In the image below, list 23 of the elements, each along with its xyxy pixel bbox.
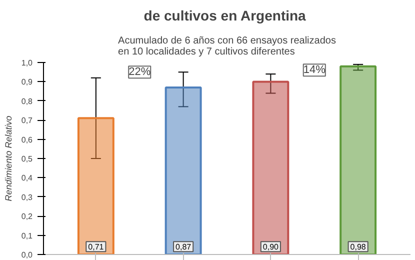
bar xyxy=(252,80,290,254)
y-tick-label: 0,8 xyxy=(21,96,34,106)
y-tick-label: 0,9 xyxy=(21,78,34,87)
bar xyxy=(340,65,377,254)
y-tick-label: 0,4 xyxy=(21,174,34,183)
y-tick-label: 0,5 xyxy=(21,154,34,164)
chart-title: de cultivos en Argentina xyxy=(144,8,306,24)
data-label: 0,71 xyxy=(88,242,104,252)
data-label: 0,87 xyxy=(176,242,192,252)
data-label: 0,98 xyxy=(350,242,366,252)
y-tick-label: 0,6 xyxy=(21,135,34,144)
y-tick-label: 0,3 xyxy=(21,192,34,202)
y-tick-label: 1,0 xyxy=(21,58,34,68)
y-tick-label: 0,2 xyxy=(21,212,34,222)
data-label: 0,90 xyxy=(262,242,280,252)
y-tick-label: 0,0 xyxy=(21,250,34,260)
annotation: 14% xyxy=(303,64,326,76)
y-axis-title: Rendimiento Relativo xyxy=(3,116,14,202)
bar xyxy=(164,86,202,254)
chart-subtitle: Acumulado de 6 años con 66 ensayos realizados en 10 localidades y 7 cultivos diferentes xyxy=(118,36,336,58)
y-tick-label: 0,1 xyxy=(21,231,34,240)
bar xyxy=(77,117,114,254)
y-tick-label: 0,7 xyxy=(21,116,34,126)
